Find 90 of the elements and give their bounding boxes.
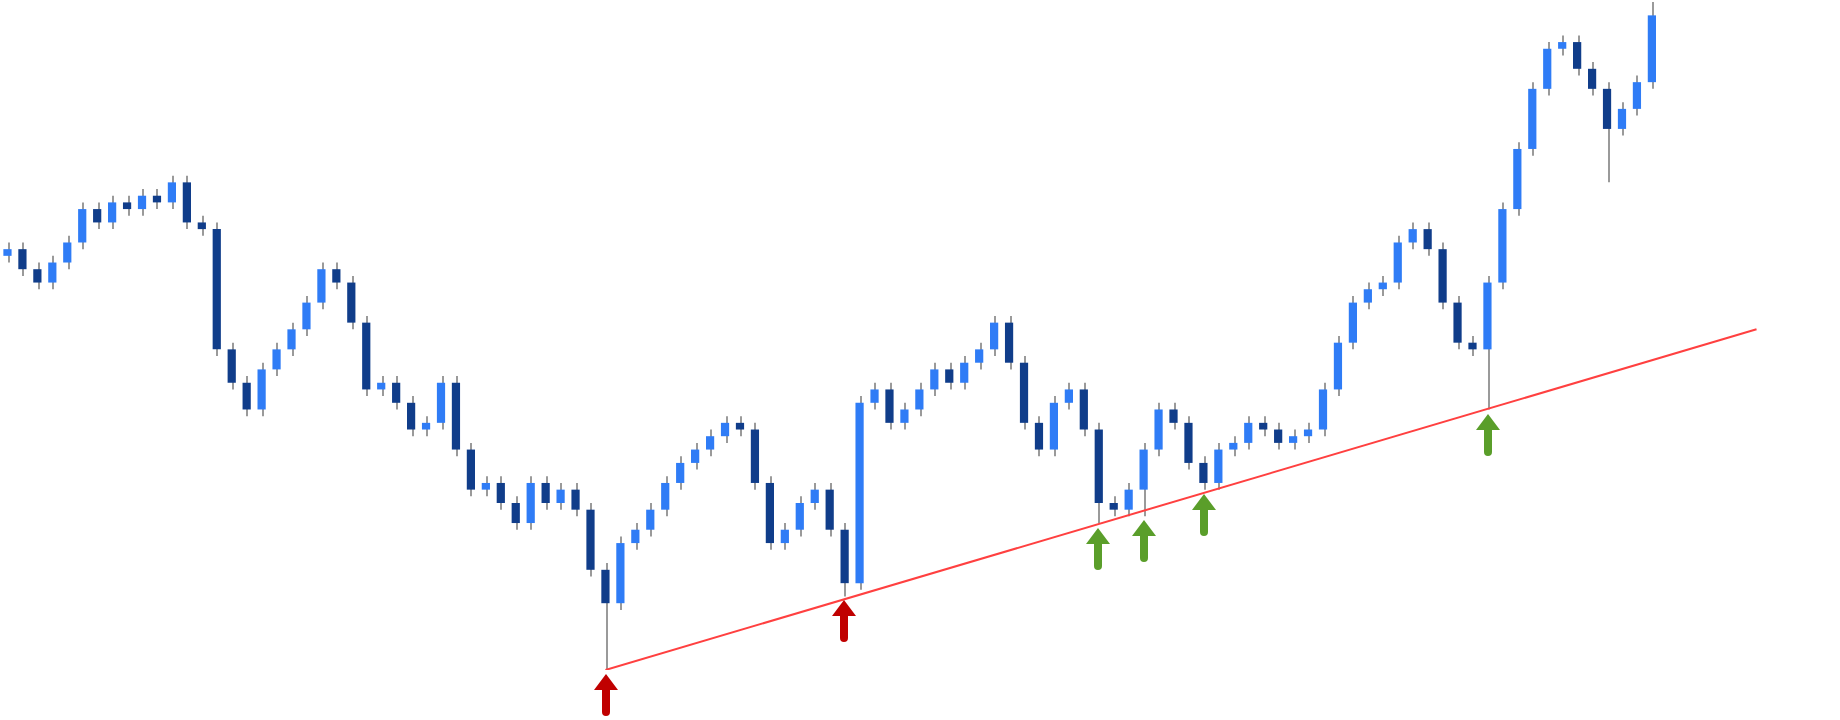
candlestick: [317, 261, 326, 311]
candlestick: [1617, 101, 1627, 137]
candlestick: [556, 481, 565, 511]
candlestick: [1064, 381, 1073, 411]
candlestick: [48, 254, 57, 291]
candlestick: [1587, 61, 1597, 97]
candlestick: [1602, 81, 1612, 184]
candlestick: [332, 261, 341, 291]
candlestick: [63, 234, 72, 271]
candlestick: [646, 502, 655, 538]
candlestick: [272, 341, 281, 378]
candlestick: [1453, 294, 1462, 351]
candlestick: [541, 475, 550, 511]
candlestick: [720, 415, 730, 444]
candlestick: [1079, 381, 1088, 438]
candlestick: [1229, 435, 1238, 458]
candlestick: [481, 475, 490, 498]
candlestick: [1363, 281, 1372, 311]
candlestick: [33, 261, 42, 291]
candlestick: [137, 188, 147, 217]
candlestick: [1154, 401, 1163, 458]
candlestick: [287, 321, 296, 358]
candlestick: [1139, 441, 1148, 518]
candlestick: [392, 375, 401, 411]
candlestick: [735, 415, 745, 438]
candlestick: [1109, 495, 1118, 518]
candlestick: [227, 341, 236, 391]
candlestick: [870, 381, 879, 411]
candlestick: [1333, 335, 1343, 398]
candlestick: [810, 481, 819, 511]
candlestick: [780, 522, 789, 551]
candlestick: [631, 522, 640, 551]
candlestick: [885, 381, 894, 431]
candlestick: [571, 481, 580, 518]
candlestick: [1184, 415, 1193, 471]
candlestick: [1169, 401, 1178, 431]
candlestick: [1543, 41, 1552, 97]
candlestick: [975, 341, 984, 371]
candlestick: [1274, 421, 1283, 451]
candlestick: [1468, 335, 1477, 358]
candlestick: [1348, 294, 1358, 351]
candlestick: [1632, 74, 1642, 117]
candlestick: [990, 314, 999, 358]
candlestick: [1049, 395, 1059, 458]
candlestick: [1034, 415, 1044, 458]
candlestick: [1259, 415, 1268, 438]
candlestick: [1318, 381, 1328, 438]
candlestick: [1199, 455, 1208, 491]
candlestick: [691, 441, 700, 471]
candlestick: [1393, 234, 1402, 291]
candlestick: [167, 174, 177, 211]
candlestick: [511, 495, 520, 531]
candlestick: [18, 241, 27, 277]
candlestick: [421, 415, 431, 438]
candlestick: [3, 241, 12, 264]
candlestick: [676, 455, 685, 491]
candlestick: [197, 214, 206, 237]
candlestick: [1573, 34, 1582, 77]
candlestick: [257, 361, 266, 418]
candlestick: [960, 355, 969, 391]
candlestick: [1214, 441, 1223, 491]
candlestick: [108, 194, 117, 231]
candlestick: [436, 375, 446, 431]
candlestick: [242, 375, 251, 418]
candlestick: [1004, 314, 1014, 371]
candlestick: [1288, 428, 1298, 451]
candlestick: [661, 475, 670, 518]
candlestick: [182, 174, 191, 231]
candlestick: [945, 361, 954, 391]
candlestick: [1408, 221, 1417, 251]
candlestick: [900, 401, 909, 431]
candlestick: [302, 294, 311, 337]
candlestick: [705, 428, 715, 458]
candlestick: [1423, 221, 1432, 257]
candlestick: [122, 194, 132, 217]
candlestick: [930, 361, 939, 398]
candlestick: [78, 201, 87, 251]
candlestick: [466, 441, 476, 498]
candlestick: [795, 495, 804, 538]
candlestick: [825, 481, 834, 538]
candlestick: [93, 201, 102, 231]
candlestick: [601, 562, 610, 671]
candlestick: [406, 395, 416, 438]
candlestick: [1244, 415, 1253, 451]
candlestick: [1558, 34, 1567, 57]
candlestick: [915, 381, 924, 418]
candlestick: [496, 475, 505, 511]
candlestick: [526, 475, 535, 531]
candlestick: [1124, 481, 1133, 518]
candlestick: [347, 274, 356, 331]
